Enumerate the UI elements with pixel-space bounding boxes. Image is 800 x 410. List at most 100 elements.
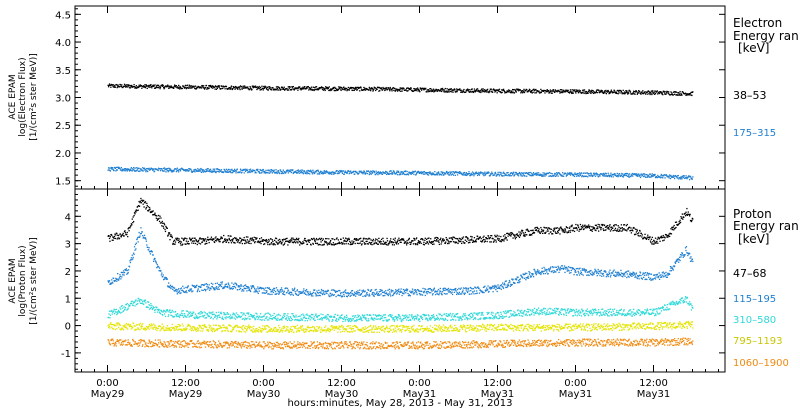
data-point bbox=[251, 170, 254, 172]
data-point bbox=[427, 89, 430, 91]
data-point bbox=[577, 174, 579, 176]
data-point bbox=[523, 234, 526, 236]
data-point bbox=[190, 168, 192, 171]
data-point bbox=[398, 171, 400, 174]
data-point bbox=[425, 242, 427, 244]
data-point bbox=[246, 239, 249, 241]
data-point bbox=[441, 87, 444, 90]
data-point bbox=[334, 171, 336, 174]
data-point bbox=[201, 84, 203, 87]
data-point bbox=[492, 291, 494, 293]
data-point bbox=[592, 175, 594, 178]
data-point bbox=[530, 90, 532, 93]
data-point bbox=[254, 85, 257, 87]
data-point bbox=[652, 241, 654, 243]
data-point bbox=[393, 171, 395, 173]
data-point bbox=[643, 237, 645, 240]
data-point bbox=[688, 94, 691, 96]
data-point bbox=[389, 240, 391, 243]
data-point bbox=[498, 90, 500, 92]
data-point bbox=[643, 91, 646, 94]
data-point bbox=[232, 85, 234, 88]
data-point bbox=[637, 92, 639, 94]
data-point bbox=[324, 86, 327, 88]
data-point bbox=[210, 282, 213, 285]
data-point bbox=[276, 241, 278, 244]
data-point bbox=[416, 171, 419, 174]
data-point bbox=[523, 233, 525, 235]
data-point bbox=[488, 172, 490, 174]
data-point bbox=[235, 282, 237, 285]
data-point bbox=[111, 281, 113, 283]
data-point bbox=[137, 170, 140, 172]
data-point bbox=[147, 210, 150, 212]
data-point bbox=[297, 87, 299, 89]
data-point bbox=[365, 238, 368, 240]
data-point bbox=[548, 269, 550, 271]
data-point bbox=[338, 294, 340, 297]
data-point bbox=[470, 90, 472, 92]
data-point bbox=[429, 241, 431, 244]
data-point bbox=[599, 227, 602, 229]
data-point bbox=[230, 287, 233, 289]
data-point bbox=[448, 174, 451, 176]
data-point bbox=[320, 87, 322, 89]
data-point bbox=[608, 174, 610, 177]
data-point bbox=[467, 172, 470, 175]
data-point bbox=[380, 293, 382, 295]
data-point bbox=[551, 92, 553, 94]
data-point bbox=[472, 291, 474, 293]
data-point bbox=[511, 172, 513, 174]
data-point bbox=[205, 283, 208, 285]
data-point bbox=[419, 241, 421, 243]
data-point bbox=[409, 295, 411, 297]
data-point bbox=[316, 242, 319, 244]
data-point bbox=[340, 169, 342, 172]
data-point bbox=[272, 86, 274, 89]
data-point bbox=[363, 170, 365, 173]
data-point bbox=[643, 173, 645, 175]
data-point bbox=[544, 272, 547, 275]
data-point bbox=[618, 173, 621, 175]
data-point bbox=[251, 237, 254, 239]
data-point bbox=[658, 92, 660, 94]
data-point bbox=[443, 239, 446, 241]
data-point bbox=[430, 292, 432, 294]
data-point bbox=[236, 238, 238, 240]
data-point bbox=[411, 172, 414, 175]
data-point bbox=[203, 85, 205, 87]
data-point bbox=[368, 170, 370, 173]
data-point bbox=[325, 290, 328, 293]
data-point bbox=[579, 90, 582, 92]
data-point bbox=[260, 169, 263, 172]
data-point bbox=[480, 171, 482, 173]
data-point bbox=[349, 292, 351, 295]
data-point bbox=[321, 171, 323, 173]
data-point bbox=[395, 243, 398, 245]
data-point bbox=[552, 175, 555, 177]
data-point bbox=[147, 210, 149, 212]
data-point bbox=[504, 234, 506, 236]
data-point bbox=[235, 170, 238, 172]
data-point bbox=[313, 238, 315, 240]
data-point bbox=[419, 91, 421, 93]
data-point bbox=[421, 238, 424, 240]
data-point bbox=[326, 292, 328, 295]
data-point bbox=[234, 242, 236, 244]
data-point bbox=[661, 175, 663, 177]
data-point bbox=[140, 202, 143, 204]
data-point bbox=[294, 241, 296, 243]
data-point bbox=[122, 272, 124, 274]
data-point bbox=[271, 172, 274, 174]
data-point bbox=[244, 168, 246, 170]
data-point bbox=[289, 239, 292, 241]
data-point bbox=[124, 232, 127, 234]
data-point bbox=[258, 288, 260, 290]
data-point bbox=[689, 175, 692, 178]
data-point bbox=[330, 89, 333, 91]
data-point bbox=[377, 292, 380, 295]
data-point bbox=[544, 268, 546, 270]
data-point bbox=[379, 288, 381, 291]
data-point bbox=[366, 294, 369, 296]
data-point bbox=[628, 176, 630, 179]
